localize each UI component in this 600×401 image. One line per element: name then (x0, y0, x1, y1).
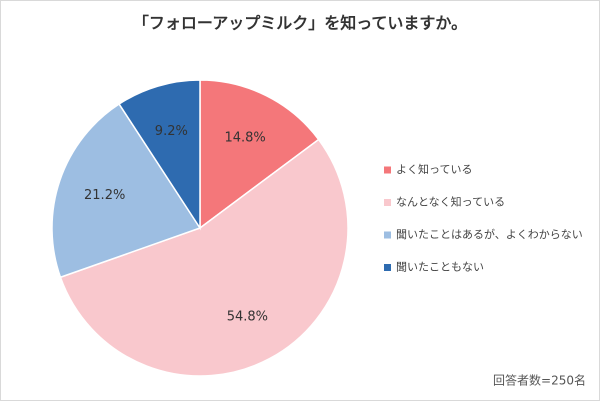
data-label: 54.8% (227, 309, 268, 324)
legend-swatch (384, 264, 391, 271)
chart-title: 「フォローアップミルク」を知っていますか。 (133, 14, 467, 33)
legend-label: よく知っている (396, 162, 472, 176)
pie-slice (199, 79, 320, 230)
annotation: 回答者数=250名 (493, 373, 586, 388)
data-label: 9.2% (155, 124, 188, 139)
legend-label: 聞いたこともない (396, 261, 484, 274)
data-label: 14.8% (224, 131, 265, 146)
pie-slice (59, 138, 349, 377)
legend-swatch (384, 231, 391, 239)
legend-swatch (384, 166, 391, 174)
legend-label: なんとなく知っている (396, 195, 505, 209)
pie-slice (118, 79, 201, 231)
pie-slice (51, 103, 202, 279)
legend-swatch (384, 199, 391, 206)
legend-label: 聞いたことはあるが、よくわからない (396, 227, 583, 241)
data-label: 21.2% (84, 188, 125, 203)
